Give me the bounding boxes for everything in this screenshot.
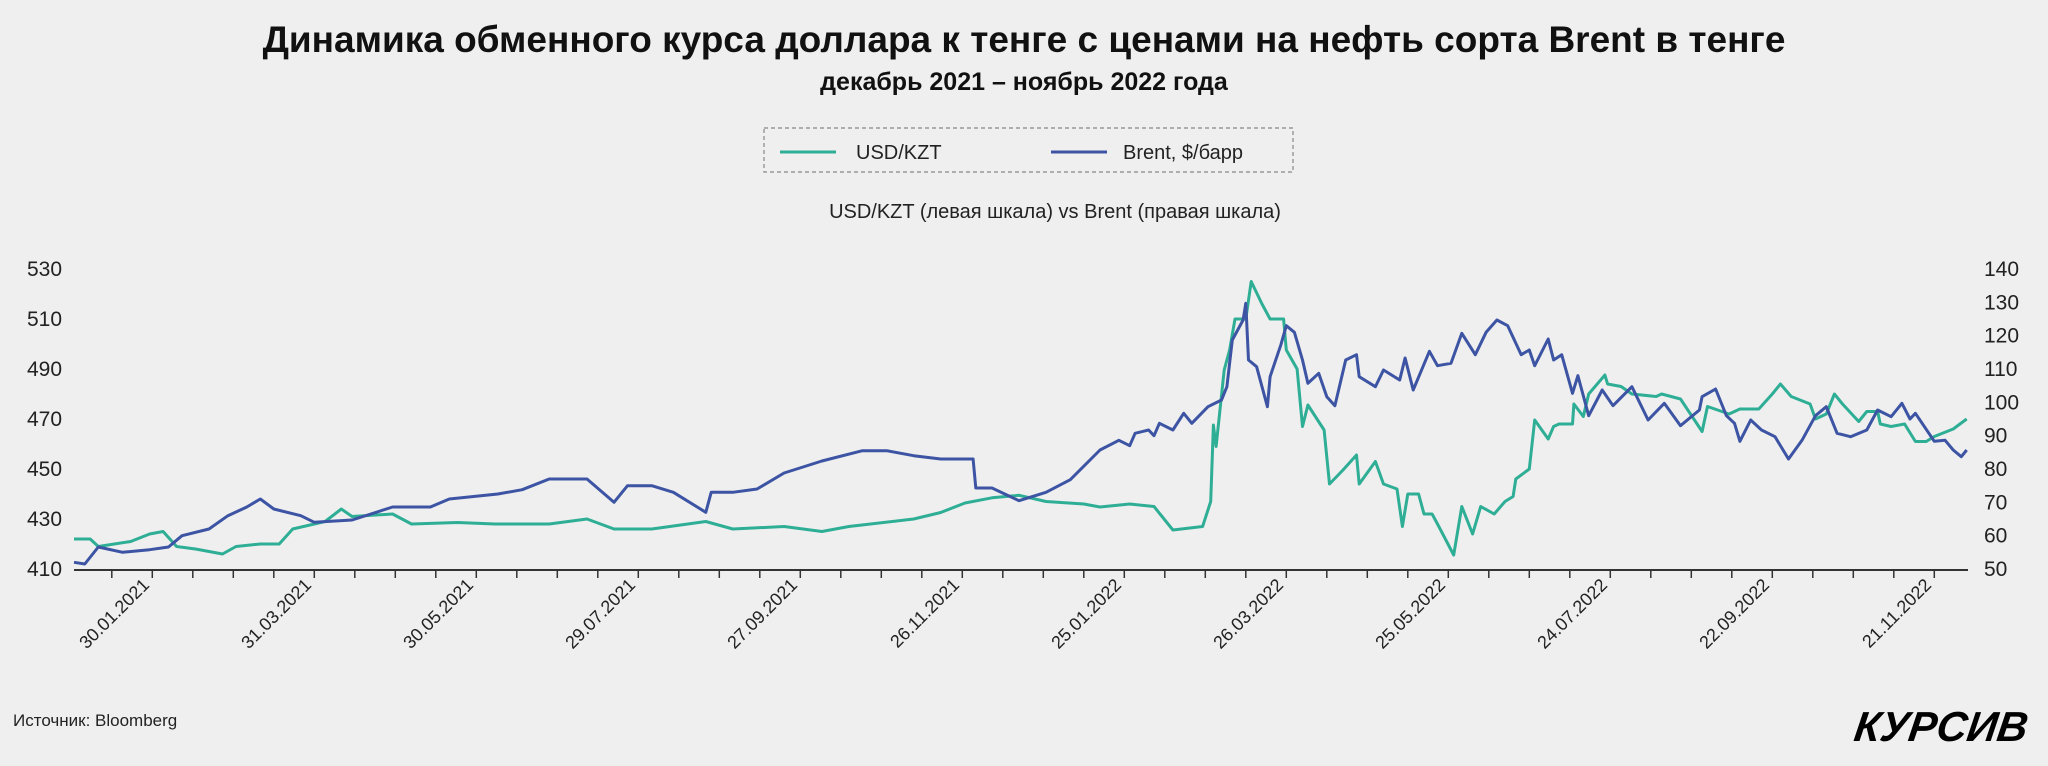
x-tick-label: 30.01.2021 bbox=[75, 575, 153, 653]
legend-label-usd: USD/KZT bbox=[856, 142, 942, 164]
right-tick-label: 140 bbox=[1984, 258, 2019, 281]
x-tick-label: 22.09.2022 bbox=[1695, 575, 1773, 653]
x-axis: 30.01.2021 31.03.2021 30.05.2021 29.07.2021… bbox=[75, 570, 1935, 653]
source-note: Источник: Bloomberg bbox=[13, 711, 177, 730]
right-tick-label: 90 bbox=[1984, 425, 2007, 448]
chart-title: Динамика обменного курса доллара к тенге… bbox=[263, 19, 1786, 60]
right-tick-label: 80 bbox=[1984, 458, 2007, 481]
kursiv-logo: КУРСИВ bbox=[1852, 703, 2032, 750]
series-line-usd-kzt bbox=[74, 280, 1968, 557]
right-tick-label: 130 bbox=[1984, 291, 2019, 314]
left-tick-label: 470 bbox=[27, 408, 62, 431]
right-tick-label: 70 bbox=[1984, 491, 2007, 514]
chart-caption: USD/KZT (левая шкала) vs Brent (правая ш… bbox=[829, 201, 1281, 223]
left-tick-label: 450 bbox=[27, 458, 62, 481]
x-tick-label: 30.05.2021 bbox=[399, 575, 477, 653]
left-tick-label: 430 bbox=[27, 508, 62, 531]
legend: USD/KZT Brent, $/барр bbox=[763, 127, 1294, 173]
right-tick-label: 50 bbox=[1984, 558, 2007, 581]
x-tick-label: 26.11.2021 bbox=[886, 575, 963, 652]
x-tick-label: 27.09.2021 bbox=[723, 575, 801, 653]
x-tick-label: 26.03.2022 bbox=[1209, 575, 1287, 653]
x-tick-label: 29.07.2021 bbox=[561, 575, 639, 653]
left-axis: 530 510 490 470 450 430 410 bbox=[27, 258, 62, 581]
right-tick-label: 110 bbox=[1984, 358, 2017, 381]
right-axis: 140 130 120 110 100 90 80 70 60 50 bbox=[1984, 258, 2019, 581]
series-line-brent bbox=[73, 301, 1968, 566]
left-tick-label: 510 bbox=[27, 308, 62, 331]
series-group bbox=[73, 280, 1968, 566]
right-tick-label: 120 bbox=[1984, 325, 2019, 348]
x-tick-label: 21.11.2022 bbox=[1858, 575, 1935, 652]
x-tick-label: 24.07.2022 bbox=[1533, 575, 1611, 653]
right-tick-label: 100 bbox=[1984, 391, 2019, 414]
left-tick-label: 490 bbox=[27, 358, 62, 381]
left-tick-label: 530 bbox=[27, 258, 62, 281]
legend-box bbox=[763, 127, 1294, 173]
left-tick-label: 410 bbox=[27, 558, 62, 581]
x-tick-label: 31.03.2021 bbox=[237, 575, 315, 653]
right-tick-label: 60 bbox=[1984, 525, 2007, 548]
x-tick-label: 25.01.2022 bbox=[1047, 575, 1125, 653]
chart-subtitle: декабрь 2021 – ноябрь 2022 года bbox=[820, 68, 1229, 96]
x-tick-label: 25.05.2022 bbox=[1371, 575, 1449, 653]
legend-label-brent: Brent, $/барр bbox=[1123, 142, 1243, 164]
